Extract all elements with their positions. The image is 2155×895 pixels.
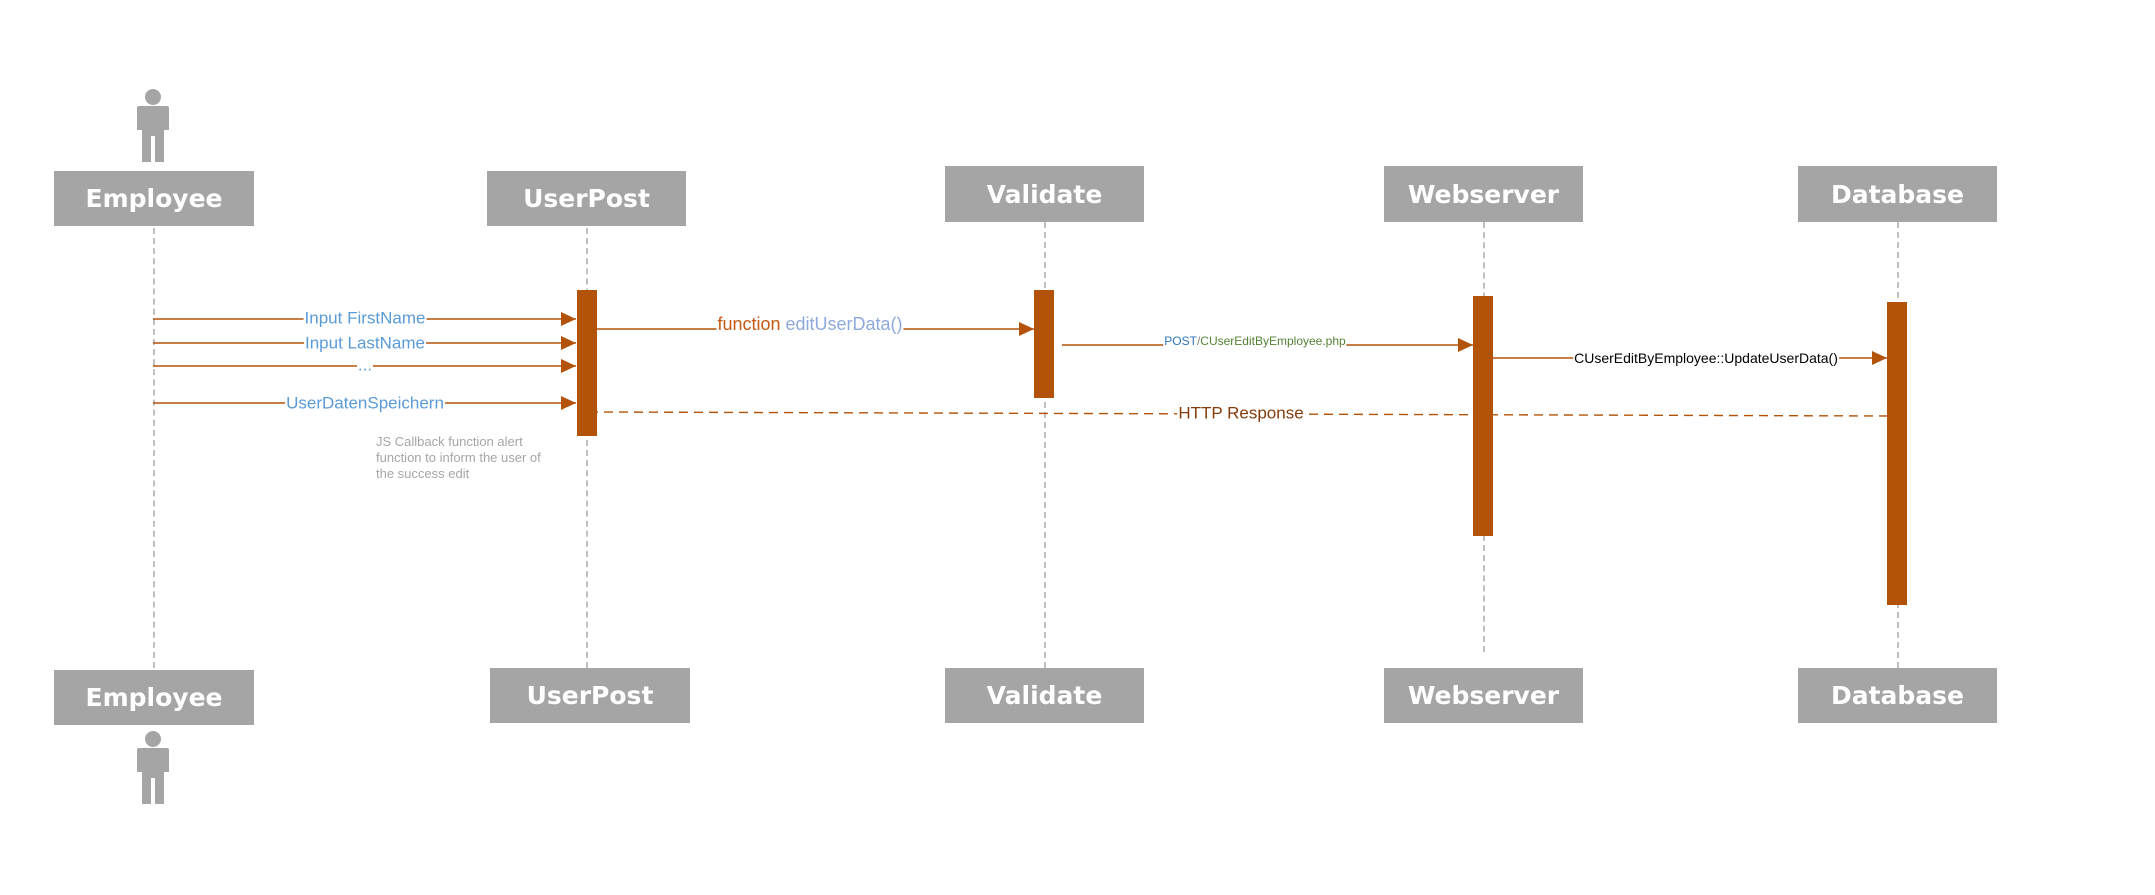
message-label-ellipsis: ... [356,355,374,375]
participant-label: Validate [986,681,1103,710]
message-label-http-response: HTTP Response [1177,403,1305,423]
participant-userpost-top: UserPost [487,171,686,226]
activation-validate [1034,290,1054,398]
participant-validate-bottom: Validate [945,668,1144,723]
message-label-update-user-data: CUserEditByEmployee::UpdateUserData() [1573,350,1839,366]
activation-webserver [1473,296,1493,536]
message-label-post: POST/CUserEditByEmployee.php [1163,334,1347,348]
participant-label: UserPost [526,681,654,710]
participant-webserver-bottom: Webserver [1384,668,1583,723]
post-slash: / [1196,334,1201,348]
participant-userpost-bottom: UserPost [490,668,690,723]
person-icon [137,731,169,804]
note-line: JS Callback function alert [376,434,523,449]
participant-label: Database [1830,681,1965,710]
callback-note: JS Callback function alert function to i… [376,434,541,482]
activation-database [1887,302,1907,605]
message-label-edit-user-data: function editUserData() [716,314,904,334]
post-method: POST [1164,334,1197,348]
message-label-input-lastname: Input LastName [303,333,427,353]
participant-employee-top: Employee [54,171,254,226]
function-name: editUserData() [785,314,903,334]
activation-userpost [577,290,597,436]
participant-webserver-top: Webserver [1384,166,1583,222]
participant-label: UserPost [523,184,650,213]
lifeline-validate [1044,222,1046,668]
note-line: the success edit [376,466,470,481]
participant-database-top: Database [1798,166,1997,222]
participant-label: Database [1830,179,1965,209]
participant-label: Employee [85,184,223,213]
participant-validate-top: Validate [945,166,1144,222]
participant-label: Employee [85,683,223,712]
person-icon [137,89,169,162]
participant-employee-bottom: Employee [54,670,254,725]
participant-database-bottom: Database [1798,668,1997,723]
participant-label: Webserver [1407,179,1560,209]
lifeline-employee [153,228,155,668]
participant-label: Validate [986,179,1103,209]
note-line: function to inform the user of [376,450,541,465]
participant-label: Webserver [1407,681,1560,710]
function-keyword: function [717,314,781,334]
message-label-input-firstname: Input FirstName [303,308,427,328]
lifeline-userpost [586,228,588,668]
message-label-user-daten-speichern: UserDatenSpeichern [285,393,445,413]
post-path: CUserEditByEmployee.php [1200,334,1346,348]
